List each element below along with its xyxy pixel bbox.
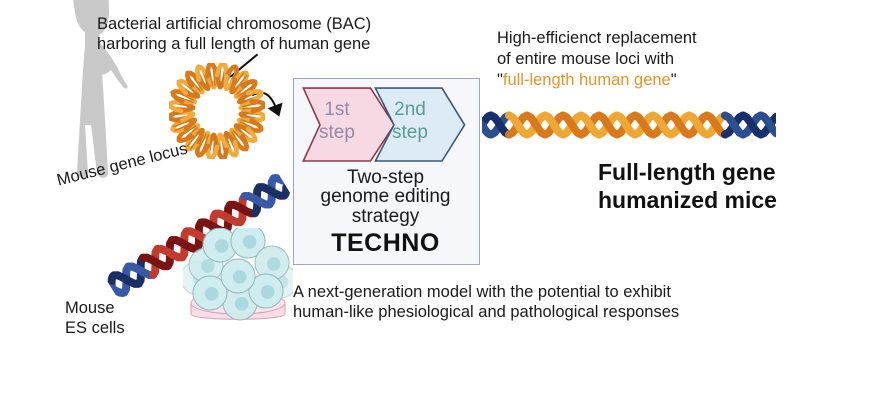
svg-text:2nd: 2nd: [394, 99, 426, 120]
svg-text:1st: 1st: [324, 99, 350, 120]
svg-text:step: step: [319, 122, 355, 143]
svg-text:step: step: [392, 122, 428, 143]
